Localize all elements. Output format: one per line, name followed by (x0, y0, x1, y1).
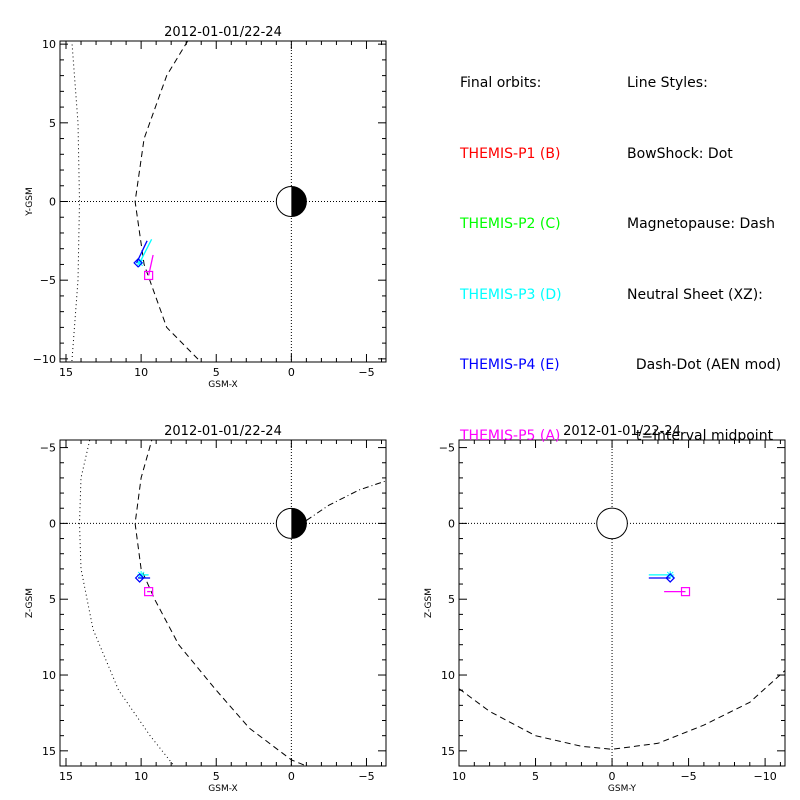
plot-frame-yz (458, 439, 786, 767)
earth-nightside-icon (291, 186, 307, 217)
y-tick-label: −5 (40, 274, 56, 287)
plot-area-yz (459, 440, 785, 766)
probe-track-p5 (147, 254, 154, 276)
earth-nightside-icon (291, 508, 307, 539)
plot-frame-xz (59, 439, 387, 767)
magnetopause-curve (134, 41, 202, 362)
plot-title: 2012-01-01/22-24 (563, 424, 681, 439)
plot-area-xy (60, 41, 386, 362)
y-axis-label: Z-GSM (424, 588, 434, 618)
x-tick-label: 10 (134, 770, 148, 783)
x-axis-label: GSM-Y (608, 784, 637, 794)
x-tick-label: −5 (358, 366, 374, 379)
x-tick-label: −5 (680, 770, 696, 783)
earth-icon (596, 507, 628, 540)
y-tick-label: 0 (448, 517, 455, 530)
y-tick-label: −5 (40, 442, 56, 455)
legend-probe-p3: THEMIS-P3 (D) (460, 286, 562, 303)
x-tick-label: 5 (213, 770, 220, 783)
plot-area-xz (60, 440, 386, 766)
linestyles-legend-title: Line Styles: (627, 75, 708, 91)
linestyle-interval-note: t=interval midpoint (627, 427, 774, 444)
x-tick-label: 15 (59, 770, 73, 783)
probe-marker-p5 (680, 587, 691, 597)
x-axis-label: GSM-X (208, 380, 237, 390)
legend-probe-p4: THEMIS-P4 (E) (460, 357, 560, 373)
plot-yz: 10 5 0 −5 −10 −5 0 5 10 15 2012-01-01/22-24 GSM-Y Z-… (424, 424, 786, 794)
x-axis-label: GSM-X (208, 784, 237, 794)
y-axis-label: Z-GSM (25, 588, 35, 618)
probe-marker-p3 (135, 258, 144, 267)
x-tick-label: 5 (532, 770, 539, 783)
probe-marker-p4 (134, 573, 145, 583)
x-tick-label: −10 (753, 770, 776, 783)
y-tick-label: 10 (42, 669, 56, 682)
legend-probe-p2: THEMIS-P2 (C) (460, 216, 561, 232)
linestyle-neutral-sheet: Neutral Sheet (XZ): (627, 286, 763, 303)
y-tick-label: 10 (42, 38, 56, 51)
y-tick-label: 5 (49, 117, 56, 130)
y-axis-label: Y-GSM (25, 187, 35, 216)
plot-title: 2012-01-01/22-24 (164, 424, 282, 439)
y-tick-label: −10 (33, 353, 56, 366)
x-tick-label: 0 (609, 770, 616, 783)
linestyle-bowshock: BowShock: Dot (627, 145, 733, 162)
x-tick-label: 5 (213, 366, 220, 379)
y-tick-label: 5 (448, 593, 455, 606)
x-tick-label: 10 (134, 366, 148, 379)
bow-shock-curve (78, 440, 175, 766)
linestyles-legend: Line Styles: BowShock: Dot Magnetopause:… (627, 25, 781, 472)
probe-marker-p5 (144, 270, 154, 281)
x-tick-label: 15 (59, 366, 73, 379)
plot-xz: 15 10 5 0 −5 −5 0 5 10 15 2012-01-01/22-24 GSM-X Z-G… (25, 424, 387, 794)
probe-marker-p4 (665, 573, 676, 583)
probe-marker-p3 (666, 570, 675, 579)
orbits-legend: Final orbits: THEMIS-P1 (B) THEMIS-P2 (C… (460, 25, 562, 472)
neutral-sheet-curve (306, 480, 386, 521)
probe-marker-p4 (133, 258, 143, 268)
linestyle-magnetopause: Magnetopause: Dash (627, 216, 776, 232)
plot-title: 2012-01-01/22-24 (164, 25, 282, 40)
probe-track-p3 (139, 239, 153, 264)
legend-probe-p5: THEMIS-P5 (A) (460, 427, 561, 444)
y-tick-label: 15 (42, 745, 56, 758)
x-tick-label: −5 (358, 770, 374, 783)
probe-marker-p5 (144, 587, 154, 597)
x-tick-label: 10 (452, 770, 466, 783)
legend-probe-p1: THEMIS-P1 (B) (460, 145, 561, 162)
x-tick-label: 0 (288, 770, 295, 783)
linestyle-neutral-sheet-model: Dash-Dot (AEN mod) (627, 357, 782, 373)
y-tick-label: 0 (49, 517, 56, 530)
bow-shock-curve (71, 41, 81, 362)
y-tick-label: 10 (441, 669, 455, 682)
x-tick-label: 0 (288, 366, 295, 379)
y-tick-label: 5 (49, 593, 56, 606)
plot-xy: 15 10 5 0 −5 −10 −5 0 5 10 2012-01-01/22-24 GSM-X Y-… (25, 25, 387, 390)
y-tick-label: −5 (439, 442, 455, 455)
y-tick-label: 0 (49, 196, 56, 209)
magnetopause-curve (459, 670, 785, 750)
y-tick-label: 15 (441, 745, 455, 758)
magnetopause-curve (134, 440, 307, 766)
orbits-legend-title: Final orbits: (460, 75, 542, 91)
